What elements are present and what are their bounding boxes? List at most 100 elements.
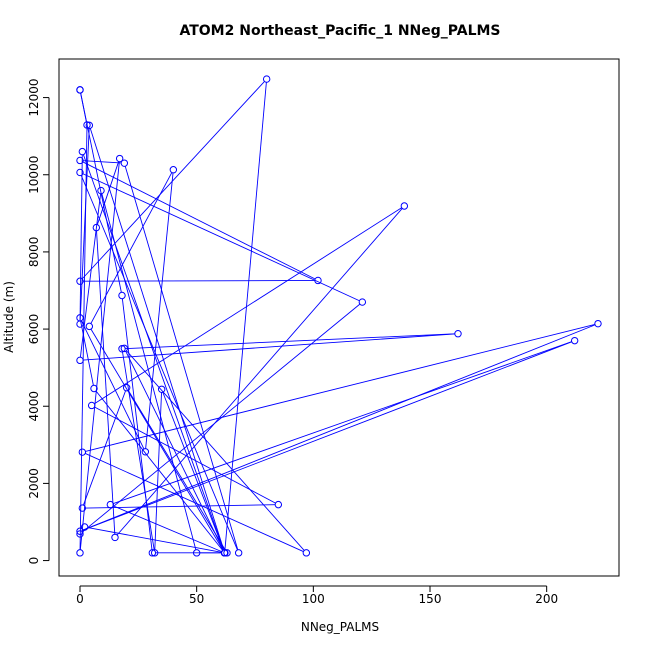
y-tick-label: 10000 [27, 156, 41, 194]
series-line-segment [80, 92, 87, 122]
series-line-segment [113, 505, 222, 553]
y-tick-label: 4000 [27, 391, 41, 422]
data-point [115, 154, 124, 163]
data-point [76, 356, 84, 365]
data-point [274, 500, 283, 509]
series-line-segment [83, 390, 126, 506]
data-point [76, 168, 84, 177]
series-line-segment [94, 406, 276, 504]
series-line-segment [79, 128, 90, 321]
series-line-segment [122, 351, 155, 550]
data-point [78, 147, 87, 156]
data-point [570, 336, 579, 345]
series-line-segment [96, 230, 116, 535]
data-point [169, 166, 178, 174]
data-point [85, 322, 94, 331]
data-point [118, 291, 126, 300]
data-point [122, 384, 131, 392]
series-line-segment [79, 161, 120, 550]
series-line-segment [79, 154, 83, 321]
y-tick-label: 12000 [27, 78, 41, 116]
x-tick-label: 200 [535, 592, 558, 606]
y-tick-label: 8000 [27, 237, 41, 268]
data-point [192, 549, 201, 557]
series-line-segment [125, 333, 455, 350]
y-axis: 0 2000 4000 6000 8000 10000 12000 [27, 78, 50, 565]
series-line-segment [87, 527, 222, 553]
data-series [76, 75, 602, 557]
series-line-segment [127, 390, 226, 551]
series-line-segment [83, 280, 315, 282]
series-line-segment [116, 208, 403, 536]
series-line-segment [80, 320, 94, 386]
series-line-segment [162, 392, 224, 551]
data-point [78, 504, 87, 512]
plot-frame [58, 58, 620, 577]
series-line-segment [90, 172, 173, 324]
data-point [314, 276, 322, 285]
data-point [223, 549, 231, 557]
data-point [87, 401, 96, 410]
data-point [76, 277, 84, 285]
series-line-segment [82, 154, 225, 550]
data-point [76, 527, 84, 535]
data-point [150, 549, 159, 557]
data-point [76, 314, 84, 322]
data-point [302, 549, 311, 557]
series-line-segment [81, 81, 265, 280]
series-line-segment [83, 333, 455, 361]
x-axis: 0 50 100 150 200 [76, 585, 558, 606]
data-point [106, 500, 115, 509]
series-line-segment [82, 173, 360, 302]
x-tick-label: 50 [189, 592, 204, 606]
data-point [148, 549, 157, 557]
series-line-segment [89, 128, 225, 550]
data-point [76, 530, 84, 538]
series-line-segment [82, 324, 596, 531]
data-point [454, 330, 462, 338]
data-point [111, 533, 119, 542]
data-point [76, 549, 84, 557]
series-line-segment [224, 82, 267, 550]
data-point [157, 385, 166, 393]
data-point [76, 320, 84, 328]
series-line-segment [80, 92, 122, 293]
series-line-segment [85, 504, 276, 509]
data-point [141, 448, 150, 456]
series-line-segment [125, 351, 224, 551]
data-point [76, 86, 84, 94]
series-line-segment [101, 193, 197, 550]
data-point [118, 345, 126, 353]
data-point [80, 523, 89, 531]
data-point [120, 159, 129, 167]
series-line-segment [154, 392, 162, 550]
y-tick-label: 6000 [27, 314, 41, 345]
x-tick-label: 0 [76, 592, 84, 606]
y-tick-label: 0 [27, 557, 41, 565]
x-axis-label: NNeg_PALMS [301, 620, 379, 634]
series-line-segment [82, 341, 572, 531]
series-line-segment [94, 207, 402, 405]
data-point [76, 156, 84, 165]
x-tick-label: 100 [302, 592, 325, 606]
series-line-segment [126, 350, 305, 551]
series-line-segment [124, 166, 239, 550]
data-point [90, 384, 98, 393]
series-line-segment [145, 172, 174, 449]
data-point [97, 186, 105, 195]
y-tick-label: 2000 [27, 468, 41, 499]
series-line-segment [90, 328, 224, 551]
series-line-segment [95, 390, 224, 551]
data-point [92, 223, 101, 232]
data-point [400, 202, 409, 210]
series-line-segment [79, 128, 88, 550]
data-point [78, 448, 87, 456]
y-axis-label: Altitude (m) [2, 281, 16, 353]
series-line-segment [83, 160, 122, 164]
series-line-segment [82, 161, 316, 280]
data-point [262, 75, 271, 83]
x-tick-label: 150 [419, 592, 442, 606]
series-line-segment [113, 341, 572, 504]
series-line-segment [85, 324, 596, 452]
